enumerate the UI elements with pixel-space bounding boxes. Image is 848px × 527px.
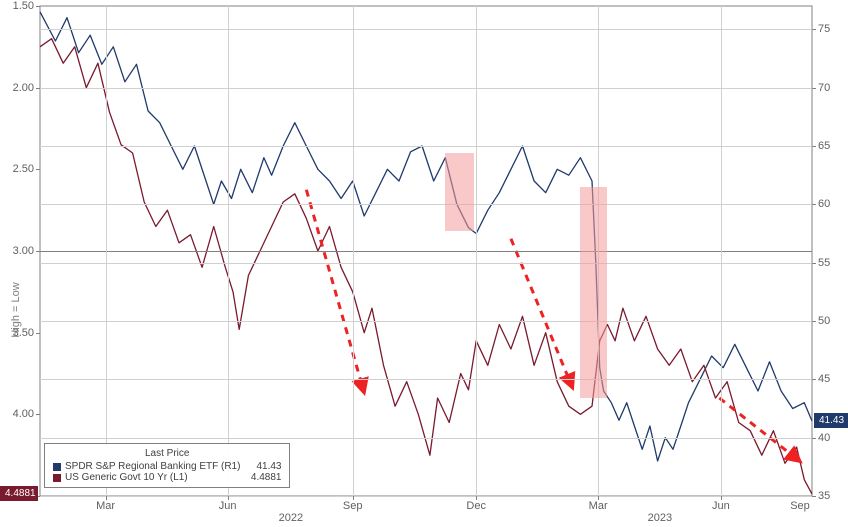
value-badge: 41.43 [814, 413, 848, 428]
legend-row-0: SPDR S&P Regional Banking ETF (R1) 41.43 [53, 461, 281, 472]
chart-container: 1.502.002.503.003.504.004.50354045505560… [0, 0, 848, 527]
highlight-rect [445, 153, 474, 231]
legend-label-0: SPDR S&P Regional Banking ETF (R1) [65, 461, 240, 472]
left-tick-label: 4.00 [0, 408, 34, 420]
right-tick-label: 60 [818, 198, 830, 210]
x-tick-label: Sep [790, 500, 810, 512]
x-year-label: 2022 [279, 512, 303, 524]
x-year-label: 2023 [648, 512, 672, 524]
x-tick-label: Jun [219, 500, 237, 512]
legend-label-1: US Generic Govt 10 Yr (L1) [65, 472, 188, 483]
legend-swatch-0 [53, 463, 61, 471]
x-tick-label: Dec [466, 500, 486, 512]
right-tick-label: 35 [818, 490, 830, 502]
x-tick-label: Mar [96, 500, 115, 512]
left-tick-label: 2.00 [0, 82, 34, 94]
x-tick-label: Mar [589, 500, 608, 512]
legend-row-1: US Generic Govt 10 Yr (L1) 4.4881 [53, 472, 281, 483]
legend-swatch-1 [53, 474, 61, 482]
left-tick-label: 1.50 [0, 0, 34, 12]
right-tick-label: 40 [818, 432, 830, 444]
right-tick-label: 55 [818, 257, 830, 269]
left-axis-title: High = Low [10, 282, 22, 337]
left-tick-label: 3.00 [0, 245, 34, 257]
x-tick-label: Jun [712, 500, 730, 512]
legend-value-1: 4.4881 [239, 472, 282, 483]
right-tick-label: 65 [818, 140, 830, 152]
right-tick-label: 75 [818, 23, 830, 35]
legend-box: Last Price SPDR S&P Regional Banking ETF… [44, 443, 290, 488]
right-tick-label: 45 [818, 373, 830, 385]
right-tick-label: 70 [818, 82, 830, 94]
legend-value-0: 41.43 [244, 461, 281, 472]
left-tick-label: 2.50 [0, 163, 34, 175]
highlight-rect [580, 187, 607, 398]
value-badge: 4.4881 [0, 486, 38, 501]
x-tick-label: Sep [343, 500, 363, 512]
legend-title: Last Price [53, 448, 281, 459]
right-tick-label: 50 [818, 315, 830, 327]
